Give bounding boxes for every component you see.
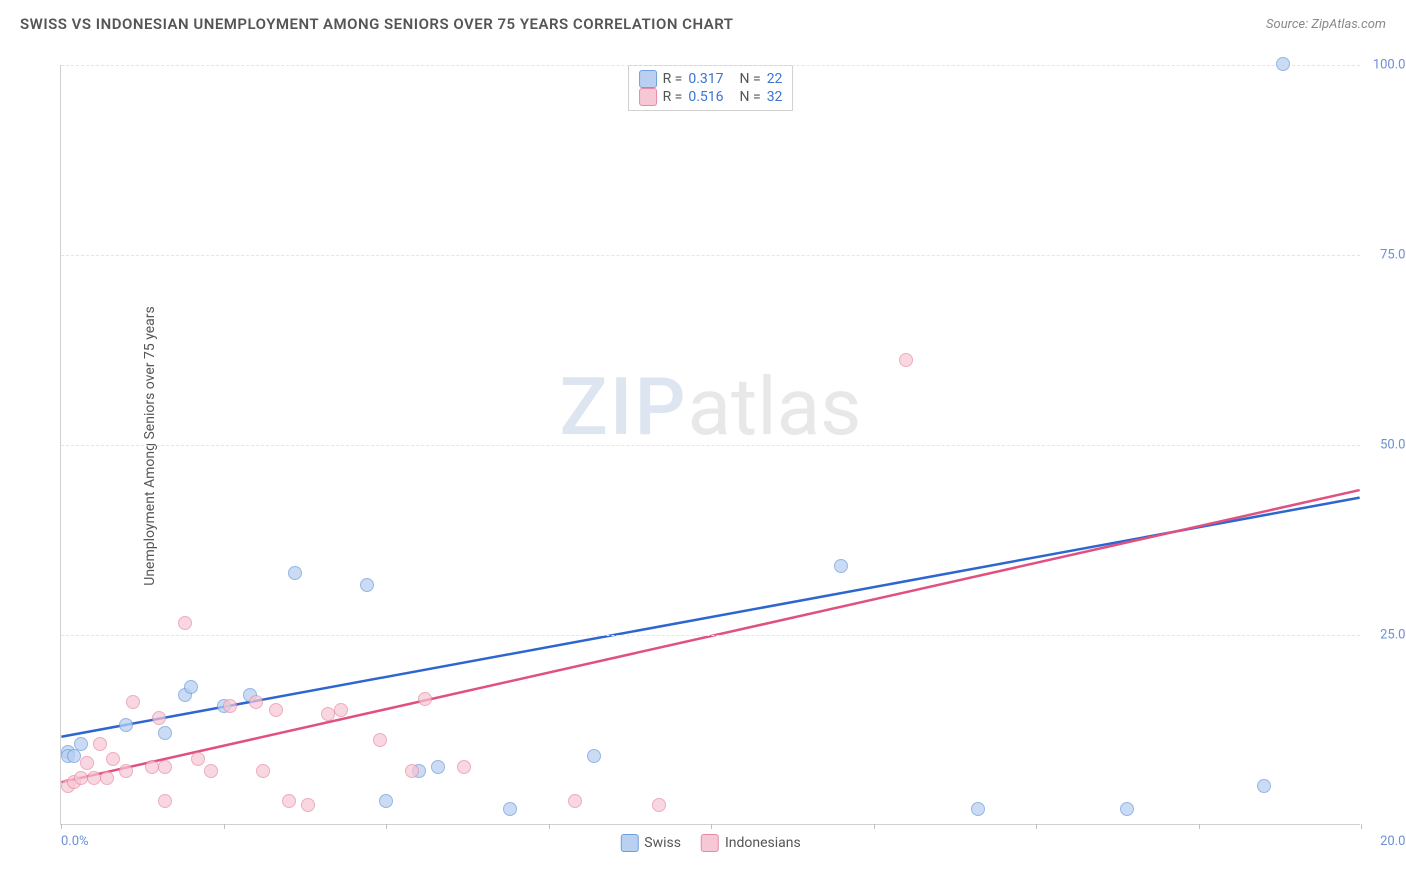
grid-line xyxy=(61,65,1360,66)
legend-item: Indonesians xyxy=(701,834,801,852)
data-point xyxy=(360,578,374,592)
legend-swatch xyxy=(620,834,638,852)
data-point xyxy=(379,794,393,808)
stat-n-label: N = xyxy=(740,89,761,105)
watermark-atlas: atlas xyxy=(688,360,862,454)
data-point xyxy=(457,760,471,774)
data-point xyxy=(158,760,172,774)
data-point xyxy=(899,353,913,367)
chart-title: SWISS VS INDONESIAN UNEMPLOYMENT AMONG S… xyxy=(20,15,734,33)
y-tick-label: 75.0% xyxy=(1380,248,1406,263)
data-point xyxy=(119,718,133,732)
watermark: ZIPatlas xyxy=(560,360,862,454)
stat-n-label: N = xyxy=(740,71,761,87)
data-point xyxy=(834,559,848,573)
legend-label: Swiss xyxy=(644,835,681,851)
stat-r-value: 0.516 xyxy=(688,89,723,105)
data-point xyxy=(503,802,517,816)
series-swatch xyxy=(639,70,657,88)
scatter-chart: ZIPatlas R = 0.317N = 22R = 0.516N = 32 … xyxy=(60,65,1360,825)
data-point xyxy=(223,699,237,713)
x-tick-max: 20.0% xyxy=(1380,834,1406,849)
data-point xyxy=(1120,802,1134,816)
header: SWISS VS INDONESIAN UNEMPLOYMENT AMONG S… xyxy=(0,0,1406,40)
legend-item: Swiss xyxy=(620,834,681,852)
stat-n-value: 22 xyxy=(767,71,783,87)
data-point xyxy=(158,794,172,808)
grid-line xyxy=(61,445,1360,446)
data-point xyxy=(321,707,335,721)
data-point xyxy=(106,752,120,766)
legend-label: Indonesians xyxy=(725,835,801,851)
data-point xyxy=(652,798,666,812)
data-point xyxy=(191,752,205,766)
data-point xyxy=(178,616,192,630)
data-point xyxy=(249,695,263,709)
data-point xyxy=(288,566,302,580)
data-point xyxy=(334,703,348,717)
stat-r-value: 0.317 xyxy=(688,71,723,87)
legend-swatch xyxy=(701,834,719,852)
y-tick-label: 50.0% xyxy=(1380,438,1406,453)
trend-line xyxy=(61,490,1359,782)
data-point xyxy=(74,771,88,785)
x-tick xyxy=(1199,824,1200,829)
stats-row: R = 0.516 N = 32 xyxy=(639,88,783,106)
data-point xyxy=(256,764,270,778)
data-point xyxy=(152,711,166,725)
data-point xyxy=(373,733,387,747)
x-tick xyxy=(386,824,387,829)
data-point xyxy=(93,737,107,751)
data-point xyxy=(1276,57,1290,71)
x-tick xyxy=(874,824,875,829)
data-point xyxy=(126,695,140,709)
watermark-zip: ZIP xyxy=(560,360,688,454)
data-point xyxy=(568,794,582,808)
x-tick-min: 0.0% xyxy=(61,834,89,849)
data-point xyxy=(184,680,198,694)
x-tick xyxy=(549,824,550,829)
data-point xyxy=(971,802,985,816)
stats-row: R = 0.317 N = 22 xyxy=(639,70,783,88)
x-tick xyxy=(61,824,62,829)
y-tick-label: 100.0% xyxy=(1373,58,1406,73)
source-label: Source: ZipAtlas.com xyxy=(1266,17,1386,32)
data-point xyxy=(87,771,101,785)
data-point xyxy=(80,756,94,770)
data-point xyxy=(1257,779,1271,793)
data-point xyxy=(418,692,432,706)
grid-line xyxy=(61,635,1360,636)
legend: Swiss Indonesians xyxy=(620,834,800,852)
grid-line xyxy=(61,255,1360,256)
data-point xyxy=(145,760,159,774)
stat-r-label: R = xyxy=(663,71,683,87)
data-point xyxy=(204,764,218,778)
data-point xyxy=(405,764,419,778)
x-tick xyxy=(224,824,225,829)
data-point xyxy=(301,798,315,812)
data-point xyxy=(269,703,283,717)
stat-n-value: 32 xyxy=(767,89,783,105)
series-swatch xyxy=(639,88,657,106)
data-point xyxy=(119,764,133,778)
stats-box: R = 0.317 N = 22 R = 0.516 N = 32 xyxy=(628,65,794,111)
data-point xyxy=(158,726,172,740)
y-tick-label: 25.0% xyxy=(1380,628,1406,643)
data-point xyxy=(431,760,445,774)
data-point xyxy=(282,794,296,808)
x-tick xyxy=(1036,824,1037,829)
stat-r-label: R = xyxy=(663,89,683,105)
x-tick xyxy=(1361,824,1362,829)
data-point xyxy=(100,771,114,785)
data-point xyxy=(74,737,88,751)
data-point xyxy=(587,749,601,763)
x-tick xyxy=(711,824,712,829)
